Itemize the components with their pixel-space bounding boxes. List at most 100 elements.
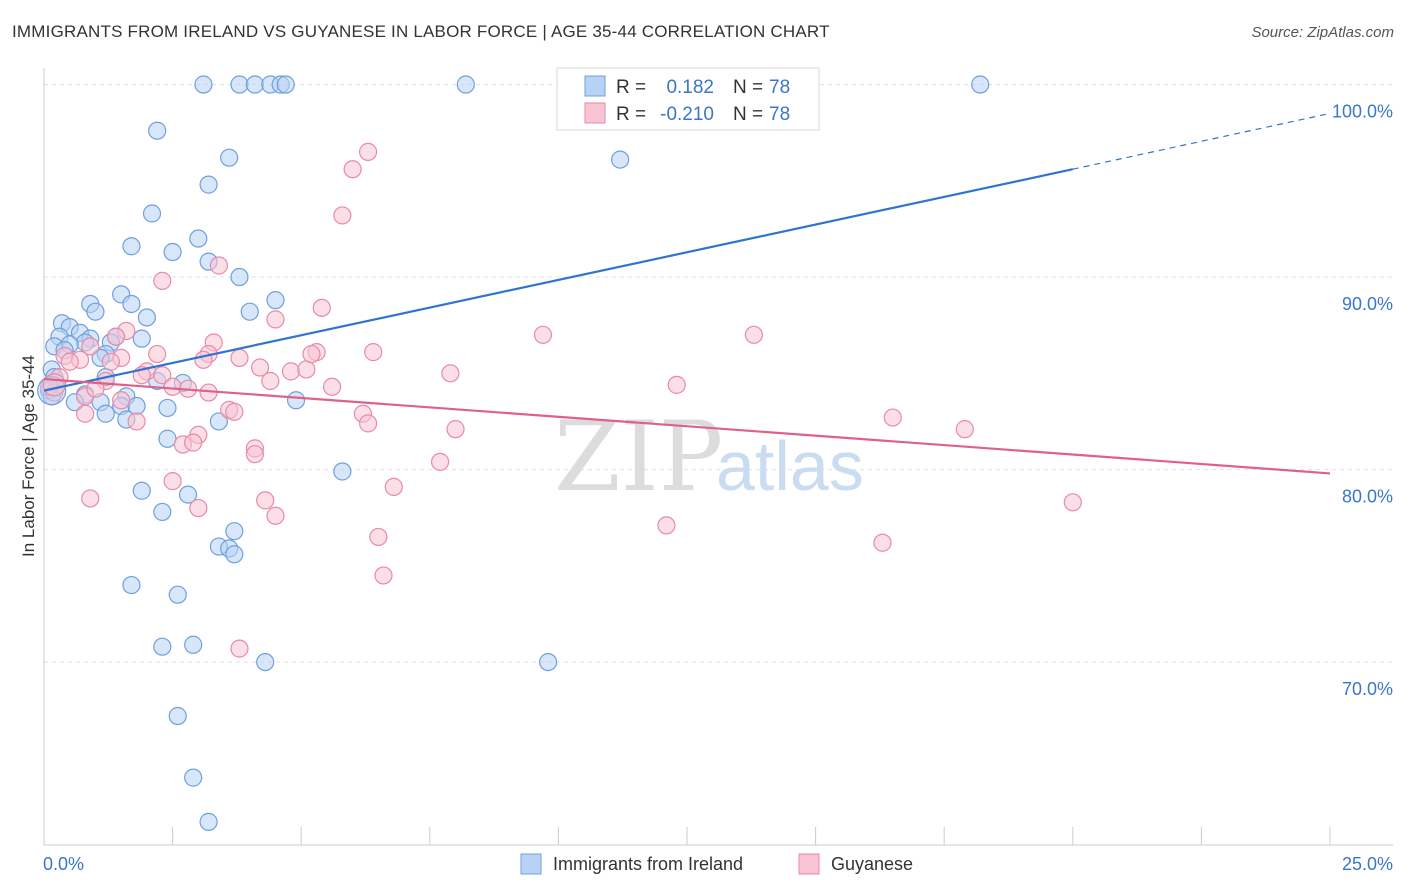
point-ireland-13 (122, 237, 141, 256)
point-ireland-23 (240, 302, 259, 321)
point-guyanese-28 (441, 364, 460, 383)
series-legend-swatch-guyanese (798, 853, 820, 875)
point-ireland-12 (142, 204, 162, 223)
point-ireland-1 (230, 75, 249, 94)
y-tick-labels: 100.0% 90.0% 80.0% 70.0% (1332, 102, 1393, 700)
point-guyanese-35 (667, 375, 686, 394)
point-ireland-71 (539, 652, 558, 672)
point-guyanese-34 (322, 377, 342, 396)
point-ireland-70 (256, 652, 275, 672)
point-ireland-21 (122, 294, 141, 314)
point-ireland-59 (132, 481, 151, 500)
point-ireland-73 (184, 768, 203, 787)
y-tick-label-0: 100.0% (1332, 102, 1393, 122)
point-guyanese-20 (194, 350, 213, 369)
point-ireland-67 (168, 585, 187, 604)
point-ireland-57 (158, 429, 177, 448)
point-guyanese-61 (657, 516, 676, 535)
point-guyanese-60 (266, 506, 285, 525)
series-legend: Immigrants from Ireland Guyanese (520, 853, 913, 875)
point-ireland-6 (456, 75, 475, 94)
x-max-label: 25.0% (1342, 854, 1393, 874)
point-guyanese-27 (153, 366, 172, 385)
point-ireland-17 (230, 267, 249, 287)
watermark-zip: ZIP (554, 401, 723, 513)
y-axis-label: In Labor Force | Age 35-44 (19, 355, 38, 557)
point-guyanese-33 (163, 377, 182, 396)
point-guyanese-44 (127, 412, 146, 431)
trend-line-guyanese (43, 377, 1331, 475)
watermark-atlas: atlas (716, 427, 864, 505)
point-ireland-74 (199, 812, 218, 831)
point-guyanese-42 (76, 404, 95, 423)
y-tick-label-2: 80.0% (1342, 487, 1393, 507)
point-guyanese-5 (312, 298, 331, 317)
y-tick-label-1: 90.0% (1342, 294, 1393, 314)
source-label: Source: ZipAtlas.com (1251, 24, 1394, 41)
point-guyanese-15 (148, 344, 167, 364)
series-legend-label-guyanese: Guyanese (831, 854, 913, 874)
point-ireland-54 (96, 404, 115, 423)
point-guyanese-71 (302, 344, 321, 364)
trend-lines (43, 112, 1331, 475)
point-ireland-72 (168, 706, 187, 726)
point-ireland-60 (178, 485, 198, 504)
point-guyanese-53 (430, 452, 450, 471)
point-guyanese-10 (106, 327, 126, 346)
point-ireland-19 (266, 291, 285, 310)
point-ireland-0 (194, 75, 213, 94)
point-guyanese-65 (230, 639, 249, 658)
point-guyanese-6 (266, 310, 285, 329)
point-guyanese-62 (369, 527, 388, 547)
point-guyanese-45 (358, 414, 378, 433)
legend-n-value-1: 78 (769, 77, 790, 98)
point-guyanese-52 (245, 445, 265, 464)
point-guyanese-47 (955, 420, 974, 439)
point-guyanese-1 (343, 160, 362, 179)
point-guyanese-2 (333, 206, 352, 225)
point-ireland-66 (122, 575, 141, 595)
chart-title: IMMIGRANTS FROM IRELAND VS GUYANESE IN L… (12, 22, 830, 41)
legend-r-value-1: 0.182 (666, 77, 714, 98)
point-ireland-5 (276, 75, 295, 94)
point-guyanese-32 (261, 371, 280, 391)
legend-swatch-pink (584, 102, 606, 124)
point-ireland-52 (158, 398, 177, 418)
point-guyanese-12 (81, 337, 100, 356)
point-guyanese-63 (873, 533, 892, 552)
point-guyanese-46 (446, 420, 465, 439)
x-min-label: 0.0% (43, 854, 84, 874)
legend-n-value-2: 78 (769, 104, 790, 125)
point-guyanese-cluster (42, 373, 66, 397)
point-guyanese-25 (297, 360, 316, 379)
point-guyanese-8 (744, 325, 763, 344)
point-guyanese-70 (225, 402, 244, 421)
point-guyanese-67 (60, 352, 79, 371)
point-ireland-24 (137, 308, 156, 327)
stats-legend: R = 0.182 N = 78 R = -0.210 N = 78 (556, 67, 820, 131)
point-guyanese-22 (101, 352, 120, 371)
point-guyanese-19 (230, 348, 249, 367)
point-ireland-2 (245, 75, 265, 94)
point-guyanese-3 (209, 256, 228, 275)
point-ireland-7 (971, 75, 990, 94)
point-guyanese-56 (81, 489, 100, 508)
trend-line-extension-ireland (1072, 112, 1331, 170)
legend-n-label-2: N = (733, 104, 763, 125)
point-guyanese-59 (189, 498, 208, 518)
point-ireland-61 (153, 502, 172, 522)
point-ireland-69 (184, 635, 203, 654)
y-tick-label-3: 70.0% (1342, 679, 1393, 699)
point-guyanese-7 (533, 325, 553, 344)
point-guyanese-57 (256, 491, 275, 510)
legend-r-value-2: -0.210 (660, 104, 714, 125)
point-ireland-62 (225, 522, 244, 541)
point-guyanese-0 (358, 142, 378, 161)
point-ireland-15 (163, 242, 182, 262)
series-legend-swatch-ireland (520, 853, 542, 875)
point-guyanese-55 (384, 477, 403, 496)
point-ireland-58 (333, 462, 352, 481)
legend-n-label-1: N = (733, 77, 763, 98)
axes (43, 68, 1393, 846)
point-ireland-56 (209, 412, 228, 431)
